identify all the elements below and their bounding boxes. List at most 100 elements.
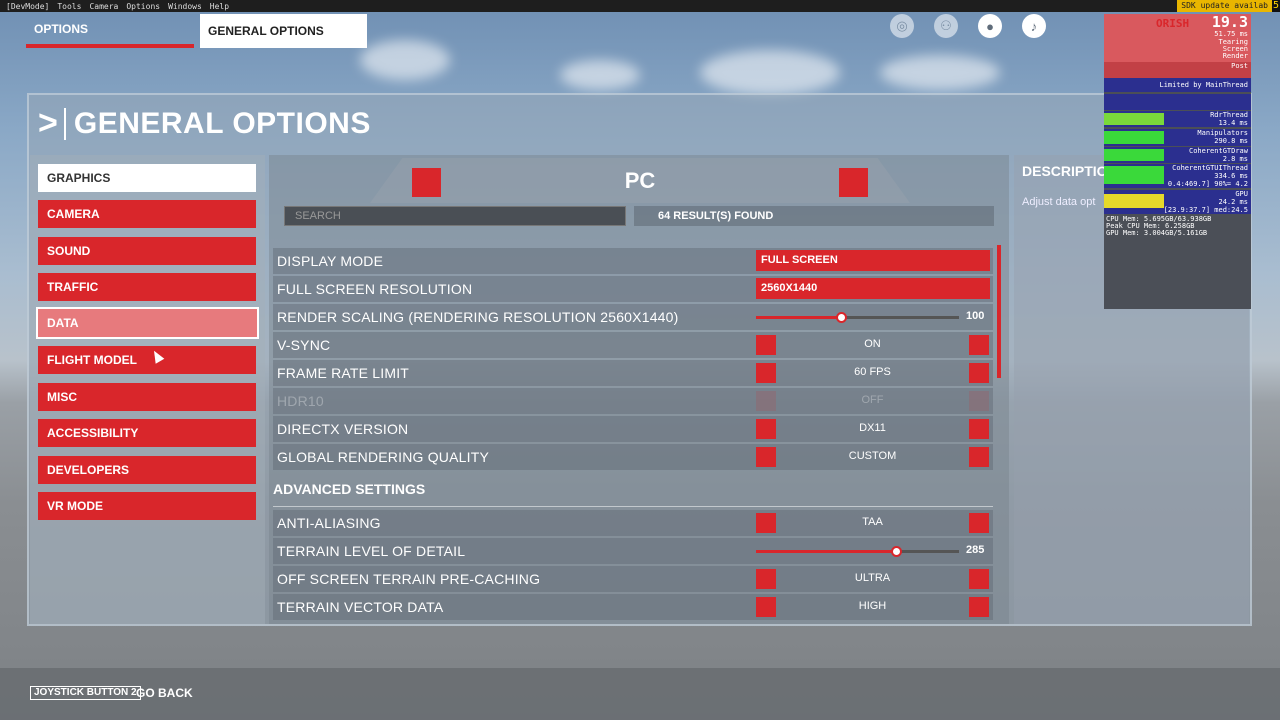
cloud: [880, 55, 1000, 90]
perf-header: ORISH: [1156, 17, 1190, 30]
setting-value: 60 FPS: [854, 366, 891, 378]
prev-value-button[interactable]: [756, 335, 776, 355]
perf-value: 13.4 ms: [1218, 119, 1248, 127]
description-text: Adjust data opt: [1022, 196, 1096, 208]
prev-value-button[interactable]: [756, 513, 776, 533]
prev-value-button[interactable]: [756, 419, 776, 439]
perf-limited-text: Limited by MainThread: [1159, 81, 1248, 89]
results-count: 64 RESULT(S) FOUND: [634, 206, 994, 226]
perf-mem-line: GPU Mem: 3.004GB/5.161GB: [1106, 229, 1208, 237]
next-value-button[interactable]: [969, 335, 989, 355]
setting-label: TERRAIN VECTOR DATA: [277, 599, 444, 615]
perf-line: Tearing: [1218, 38, 1248, 46]
go-back-button[interactable]: GO BACK: [136, 686, 193, 700]
perf-cgui: CoherentGTUIThread 334.6 ms 0.4:469.7] 9…: [1104, 164, 1251, 188]
display-mode-dropdown[interactable]: FULL SCREEN: [756, 250, 990, 271]
setting-row-render-scaling: RENDER SCALING (RENDERING RESOLUTION 256…: [273, 304, 993, 330]
page-header: > GENERAL OPTIONS: [38, 104, 371, 143]
cloud: [700, 50, 840, 95]
perf-value: 2.8 ms: [1222, 155, 1248, 163]
sdk-update-count: 5: [1272, 0, 1280, 12]
setting-label: V-SYNC: [277, 337, 331, 353]
dev-menu-tools[interactable]: Tools: [57, 1, 82, 11]
prev-value-button[interactable]: [756, 447, 776, 467]
menu-item-flight-model[interactable]: FLIGHT MODEL: [38, 346, 256, 374]
slider-handle[interactable]: [891, 546, 903, 557]
profile-icon[interactable]: ●: [978, 14, 1002, 38]
dev-menu-help[interactable]: Help: [209, 1, 230, 11]
resolution-dropdown[interactable]: 2560X1440: [756, 278, 990, 299]
perf-limited: Limited by MainThread: [1104, 78, 1251, 92]
settings-panel: [269, 155, 1009, 624]
perf-manip: Manipulators 290.8 ms: [1104, 129, 1251, 146]
perf-value: 290.8 ms: [1214, 137, 1248, 145]
sdk-update-notice[interactable]: SDK update availab: [1177, 0, 1272, 12]
next-value-button[interactable]: [969, 569, 989, 589]
setting-row-directx-version: DIRECTX VERSION DX11: [273, 416, 993, 442]
dev-menu-options[interactable]: Options: [126, 1, 161, 11]
perf-bar: [1104, 131, 1164, 144]
dev-menu-windows[interactable]: Windows: [168, 1, 202, 11]
perf-frame-ms: 51.75 ms: [1214, 30, 1248, 38]
slider-handle[interactable]: [836, 312, 848, 323]
perf-frame-block: ORISH 19.3 51.75 ms Tearing Screen Rende…: [1104, 14, 1251, 62]
menu-item-camera[interactable]: CAMERA: [38, 200, 256, 228]
divider: [273, 506, 993, 507]
menu-item-vr-mode[interactable]: VR MODE: [38, 492, 256, 520]
slider-value: 285: [966, 544, 985, 556]
perf-label: GPU: [1235, 190, 1248, 198]
joystick-button-hint[interactable]: JOYSTICK BUTTON 2: [30, 686, 141, 700]
menu-item-misc[interactable]: MISC: [38, 383, 256, 411]
next-value-button[interactable]: [969, 513, 989, 533]
prev-value-button[interactable]: [756, 597, 776, 617]
menu-item-accessibility[interactable]: ACCESSIBILITY: [38, 419, 256, 447]
description-title: DESCRIPTIO: [1022, 163, 1108, 179]
tab-general-options[interactable]: GENERAL OPTIONS: [200, 14, 367, 48]
perf-bar: [1104, 166, 1164, 184]
setting-value: DX11: [859, 422, 886, 434]
activity-icon[interactable]: ◎: [890, 14, 914, 38]
perf-bar: [1104, 194, 1164, 208]
menu-item-traffic[interactable]: TRAFFIC: [38, 273, 256, 301]
section-heading: ADVANCED SETTINGS: [273, 481, 426, 497]
perf-memory: CPU Mem: 5.695GB/63.938GB Peak CPU Mem: …: [1104, 215, 1251, 239]
perf-mem-line: CPU Mem: 5.695GB/63.938GB: [1106, 215, 1212, 223]
dev-menu-devmode[interactable]: [DevMode]: [6, 1, 50, 11]
setting-row-global-rendering-quality: GLOBAL RENDERING QUALITY CUSTOM: [273, 444, 993, 470]
tab-options[interactable]: OPTIONS: [26, 14, 194, 48]
menu-item-data[interactable]: DATA: [36, 307, 259, 339]
perf-bar: [1104, 149, 1164, 161]
menu-item-developers[interactable]: DEVELOPERS: [38, 456, 256, 484]
cloud: [560, 60, 640, 90]
setting-label: DIRECTX VERSION: [277, 421, 409, 437]
next-value-button[interactable]: [969, 419, 989, 439]
prev-value-button[interactable]: [756, 569, 776, 589]
search-input[interactable]: SEARCH: [284, 206, 626, 226]
render-scaling-slider[interactable]: [756, 312, 959, 323]
perf-value: 24.2 ms: [1218, 198, 1248, 206]
setting-value: CUSTOM: [848, 450, 897, 462]
next-value-button[interactable]: [969, 363, 989, 383]
perf-cgt: CoherentGTDraw 2.8 ms: [1104, 147, 1251, 163]
prev-value-button[interactable]: [756, 363, 776, 383]
terrain-lod-slider[interactable]: [756, 546, 959, 557]
notifications-icon[interactable]: ♪: [1022, 14, 1046, 38]
friends-icon[interactable]: ⚇: [934, 14, 958, 38]
slider-fill: [756, 550, 897, 553]
platform-next-button[interactable]: [839, 168, 868, 197]
next-value-button[interactable]: [969, 597, 989, 617]
perf-rdr: RdrThread 13.4 ms: [1104, 111, 1251, 127]
setting-label: FULL SCREEN RESOLUTION: [277, 281, 473, 297]
next-value-button[interactable]: [969, 447, 989, 467]
setting-row-display-mode: DISPLAY MODE FULL SCREEN: [273, 248, 993, 274]
platform-prev-button[interactable]: [412, 168, 441, 197]
menu-item-graphics[interactable]: GRAPHICS: [38, 164, 256, 192]
perf-label: CoherentGTUIThread: [1172, 164, 1248, 172]
perf-main-block: [1104, 94, 1251, 110]
settings-scrollbar[interactable]: [997, 245, 1001, 378]
setting-row-hdr10: HDR10 OFF: [273, 388, 993, 414]
perf-gpu: GPU 24.2 ms [23.9:37.7] med:24.5: [1104, 190, 1251, 214]
setting-label: RENDER SCALING (RENDERING RESOLUTION 256…: [277, 309, 679, 325]
menu-item-sound[interactable]: SOUND: [38, 237, 256, 265]
dev-menu-camera[interactable]: Camera: [89, 1, 119, 11]
